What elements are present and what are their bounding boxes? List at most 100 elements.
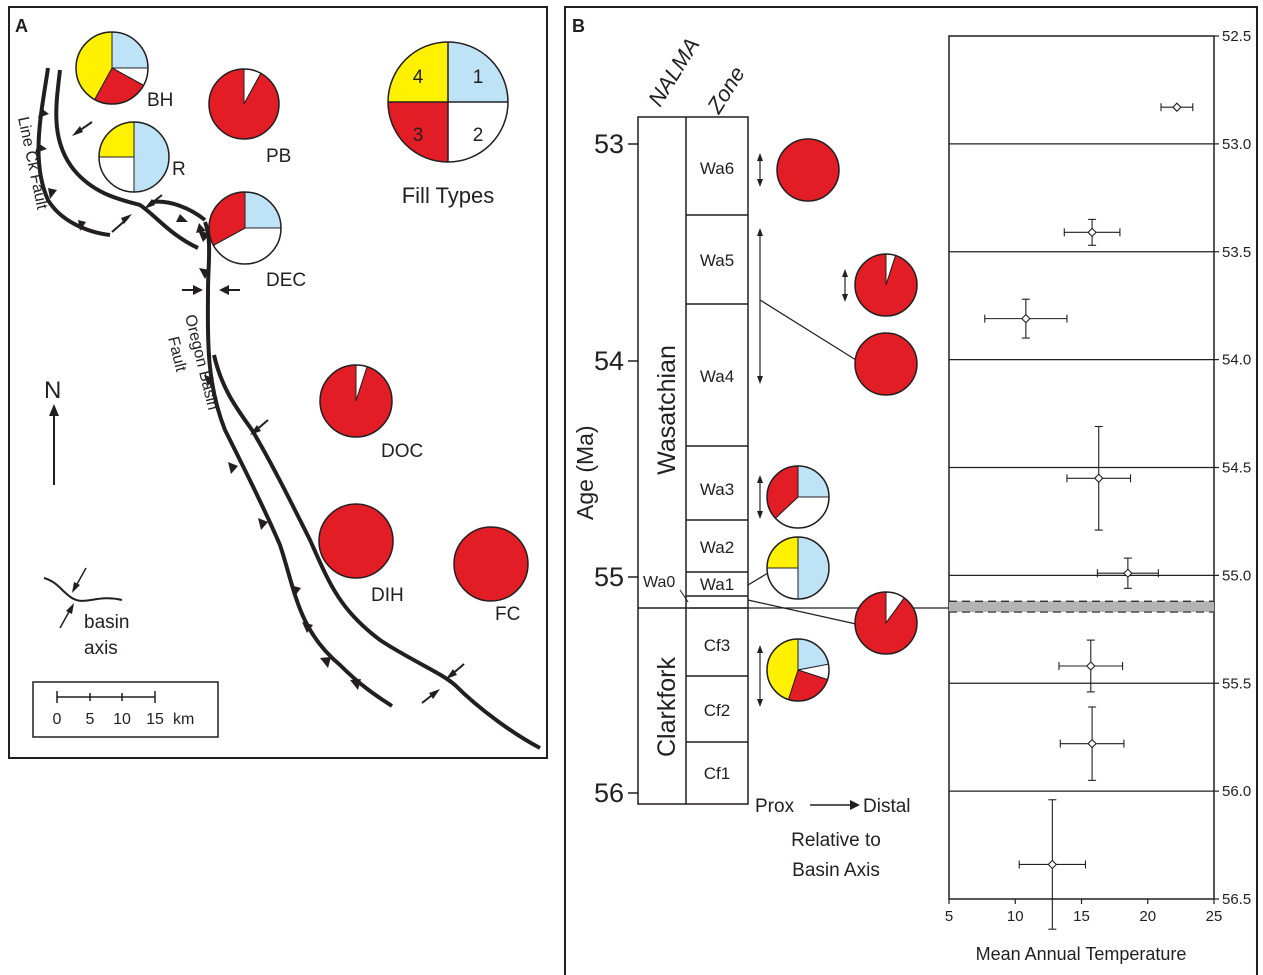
data-point bbox=[984, 298, 1068, 339]
data-point bbox=[1160, 102, 1194, 112]
legend-quadrant-1 bbox=[448, 42, 508, 102]
data-point bbox=[1058, 639, 1124, 693]
site-label-fc: FC bbox=[495, 604, 520, 625]
point-marker bbox=[1021, 313, 1031, 324]
x-tick-label: 10 bbox=[1007, 908, 1024, 925]
panel-a: A Line Ck Fault bbox=[8, 6, 548, 759]
y-tick-label: 55.0 bbox=[1222, 567, 1251, 584]
basin-axis-label-2: axis bbox=[84, 638, 118, 659]
y-tick-label: 56.5 bbox=[1222, 891, 1251, 908]
zone-pie-wa5 bbox=[854, 253, 918, 317]
site-pie-pb bbox=[208, 68, 280, 140]
data-point bbox=[1063, 218, 1121, 246]
legend-number-2: 2 bbox=[473, 125, 484, 146]
point-marker bbox=[1172, 102, 1182, 112]
gradient-prox: Prox bbox=[755, 796, 795, 817]
data-point bbox=[1059, 706, 1125, 781]
strat-column: Wasatchian Clarkfork Wa6 Wa5 Wa4 Wa3 Wa2… bbox=[637, 116, 749, 805]
site-pies bbox=[75, 31, 529, 602]
y-tick-label: 54.0 bbox=[1222, 352, 1251, 369]
age-tick-53: 53 bbox=[594, 129, 624, 159]
zone-pie-cf3 bbox=[766, 638, 830, 702]
point-marker bbox=[1123, 568, 1133, 578]
zone-pie-wa3 bbox=[766, 465, 830, 529]
zone-wa5: Wa5 bbox=[700, 251, 734, 270]
zone-wa2: Wa2 bbox=[700, 538, 734, 557]
age-axis-label: Age (Ma) bbox=[572, 425, 598, 520]
y-tick-label: 55.5 bbox=[1222, 675, 1251, 692]
scale-tick-0: 0 bbox=[53, 711, 62, 728]
fill-types-legend: 1 2 3 4 Fill Types bbox=[387, 41, 509, 208]
y-tick-label: 53.5 bbox=[1222, 244, 1251, 261]
zone-wa1: Wa1 bbox=[700, 575, 734, 594]
scale-tick-5: 5 bbox=[86, 711, 95, 728]
zone-cf2: Cf2 bbox=[704, 701, 730, 720]
zone-cf1: Cf1 bbox=[704, 764, 730, 783]
site-pie-r bbox=[98, 121, 170, 193]
site-pie-dih-slice-3 bbox=[319, 504, 393, 578]
north-label: N bbox=[44, 377, 61, 404]
zone-pie-wa6-slice-3 bbox=[777, 139, 839, 201]
zone-pie-wa4-slice-3 bbox=[855, 333, 917, 395]
zone-wa0: Wa0 bbox=[643, 574, 675, 591]
gradient-distal: Distal bbox=[863, 796, 911, 817]
site-label-r: R bbox=[172, 159, 186, 180]
site-pie-fc-slice-3 bbox=[454, 527, 528, 601]
x-tick-label: 20 bbox=[1139, 908, 1156, 925]
stage-clarkfork: Clarkfork bbox=[653, 656, 681, 757]
scale-tick-10: 10 bbox=[113, 711, 131, 728]
zone-pies bbox=[766, 138, 918, 702]
gradient-caption-1: Relative to bbox=[791, 830, 881, 851]
point-marker bbox=[1047, 859, 1058, 870]
x-tick-label: 25 bbox=[1206, 908, 1223, 925]
scale-tick-15: 15 bbox=[146, 711, 164, 728]
data-point bbox=[1018, 799, 1087, 930]
data-point bbox=[1066, 425, 1132, 531]
zone-wa4: Wa4 bbox=[700, 367, 734, 386]
legend-quadrant-2 bbox=[448, 102, 508, 162]
legend-number-4: 4 bbox=[413, 67, 424, 88]
panel-b-label: B bbox=[572, 16, 585, 36]
zone-pie-wa0 bbox=[854, 591, 918, 655]
gradient-caption-2: Basin Axis bbox=[792, 860, 880, 881]
data-point bbox=[1096, 557, 1159, 589]
age-tick-55: 55 bbox=[594, 562, 624, 592]
panel-b: B NALMA Zone Age (Ma) 53 54 55 56 Wasatc… bbox=[564, 6, 1258, 975]
legend-quadrant-4 bbox=[388, 42, 448, 102]
gradient-annotation: Prox Distal Relative to Basin Axis bbox=[755, 796, 911, 881]
scale-bar: 0 5 10 15 km bbox=[32, 681, 219, 738]
site-label-doc: DOC bbox=[381, 441, 423, 462]
site-pie-dih bbox=[318, 503, 394, 579]
x-axis-label: Mean Annual Temperature bbox=[976, 944, 1187, 964]
site-pie-bh bbox=[75, 31, 149, 105]
stage-wasatchian: Wasatchian bbox=[653, 345, 681, 475]
highlight-band bbox=[949, 601, 1214, 613]
basin-axis-legend: basin axis bbox=[43, 567, 129, 659]
legend-title: Fill Types bbox=[402, 183, 495, 208]
zone-wa6: Wa6 bbox=[700, 159, 734, 178]
point-marker bbox=[1093, 473, 1104, 484]
y-tick-label: 54.5 bbox=[1222, 460, 1251, 477]
site-pie-doc bbox=[319, 364, 393, 438]
x-tick-label: 15 bbox=[1073, 908, 1090, 925]
point-marker bbox=[1087, 227, 1097, 238]
point-marker bbox=[1087, 738, 1097, 749]
temperature-chart: 52.5 53.0 53.5 54.0 54.5 55.0 55.5 56.0 56.5 5 10… bbox=[945, 28, 1251, 964]
age-tick-54: 54 bbox=[594, 346, 624, 376]
zone-pie-wa4 bbox=[854, 332, 918, 396]
legend-quadrant-3 bbox=[388, 102, 448, 162]
panel-a-label: A bbox=[15, 16, 28, 36]
zone-pie-wa1 bbox=[766, 536, 830, 600]
site-label-pb: PB bbox=[266, 146, 291, 167]
site-pie-dec bbox=[208, 191, 282, 265]
point-marker bbox=[1086, 661, 1096, 671]
zone-cf3: Cf3 bbox=[704, 636, 730, 655]
site-label-dih: DIH bbox=[371, 585, 404, 606]
age-tick-56: 56 bbox=[594, 778, 624, 808]
basin-axis-label-1: basin bbox=[84, 612, 129, 633]
north-arrow: N bbox=[44, 377, 61, 485]
scale-unit: km bbox=[173, 711, 194, 728]
x-tick-label: 5 bbox=[945, 908, 953, 925]
site-label-bh: BH bbox=[147, 90, 173, 111]
